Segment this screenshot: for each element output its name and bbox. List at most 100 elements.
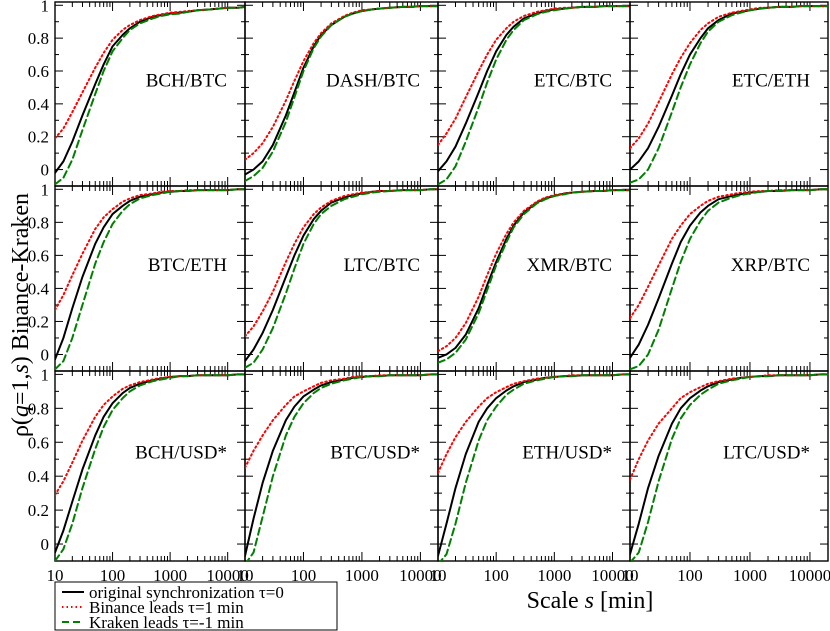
x-tick-label: 10000 [399,566,442,585]
y-tick-label: 0 [41,345,50,364]
panel-ticks [437,2,631,186]
y-tick-label: 1 [41,180,50,199]
y-tick-label: 0.4 [28,279,50,298]
series-kraken [245,5,438,183]
panel-series [438,189,630,364]
panel-ticks [244,371,439,561]
x-tick-label: 10000 [206,566,249,585]
y-tick-label: 0.8 [28,29,49,48]
panel-series [55,188,245,371]
panel-eth-usd: ETH/USD* [437,370,631,562]
panel-btc-eth: BTC/ETH [54,185,246,372]
y-tick-label: 0.6 [28,246,49,265]
x-tick-label: 10 [47,566,64,585]
panel-bch-btc: BCH/BTC [54,1,246,187]
panel-frame [629,185,829,372]
panel-title: ETC/ETH [732,71,810,92]
series-kraken [439,373,630,561]
panel-ticks [54,2,246,186]
series-original [55,373,245,554]
legend-box [54,581,338,631]
y-tick-label: 0.4 [28,467,50,486]
series-kraken [246,373,438,561]
panel-series [438,5,630,186]
series-kraken [55,5,245,186]
panel-title: ETH/USD* [522,442,612,463]
panel-ticks [437,186,631,371]
y-tick-label: 0.6 [28,62,49,81]
panel-title: XMR/BTC [526,255,612,276]
panel-title: BCH/USD* [135,442,227,463]
panel-title: BCH/BTC [146,71,227,92]
y-tick-label: 0.4 [28,95,50,114]
series-binance [55,373,245,496]
panel-series [245,373,438,561]
panel-etc-btc: ETC/BTC [437,1,631,187]
x-tick-label: 10000 [591,566,634,585]
panel-frame [244,370,439,562]
panel-ticks [54,371,246,561]
panel-series [245,5,438,183]
series-binance [438,373,630,474]
y-tick-label: 0.2 [28,128,49,147]
series-kraken [630,373,828,561]
panel-xrp-btc: XRP/BTC [629,185,829,372]
y-tick-label: 0.8 [28,399,49,418]
series-original [245,373,438,557]
series-binance [630,373,828,481]
panel-ticks [244,186,439,371]
x-tick-label: 10 [622,566,639,585]
x-axis-label: Scale s [min] [527,588,654,614]
x-tick-label: 1000 [537,566,571,585]
panel-frame [629,1,829,187]
panel-ticks [629,371,829,561]
panel-series [630,373,828,561]
series-binance [245,373,438,469]
panel-btc-usd: BTC/USD* [244,370,439,562]
panel-series [630,5,828,184]
y-tick-label: 1 [41,365,50,384]
series-kraken [630,188,828,371]
legend: original synchronization τ=0 Binance lea… [54,581,338,631]
series-binance [245,5,438,161]
panel-frame [437,185,631,372]
panel-frame [54,185,246,372]
panel-ticks [437,371,631,561]
panel-series [55,5,245,186]
panel-frame [244,185,439,372]
series-kraken [438,189,630,364]
x-tick-label: 1000 [345,566,379,585]
panel-ltc-btc: LTC/BTC [244,185,439,372]
panel-series [245,188,438,369]
y-tick-label: 0.2 [28,501,49,520]
panel-series [55,373,245,561]
panel-title: BTC/ETH [148,255,227,276]
y-tick-label: 0 [41,535,50,554]
panel-ticks [54,186,246,371]
panel-series [630,188,828,371]
panel-etc-eth: ETC/ETH [629,1,829,187]
panel-series [438,373,630,561]
panel-title: ETC/BTC [534,71,612,92]
panel-title: XRP/BTC [731,255,810,276]
series-binance [245,188,438,338]
series-original [630,373,828,556]
y-tick-label: 0.8 [28,213,49,232]
legend-label-original: original synchronization τ=0 [89,583,284,602]
x-tick-label: 100 [291,566,317,585]
series-original [438,373,630,557]
panel-frame [244,1,439,187]
panel-frame [629,370,829,562]
panel-title: LTC/USD* [723,442,810,463]
y-tick-labels: 0 0 0 0.2 0.2 0.2 0.4 0.4 0.4 0.6 0.6 0.6 0.8 0.8 0.8 1… [28,0,50,554]
panel-ticks [629,2,829,186]
y-tick-label: 0 [41,161,50,180]
series-kraken [438,5,630,186]
panel-title: BTC/USD* [330,442,420,463]
x-tick-label: 10 [430,566,447,585]
series-kraken [245,188,438,369]
y-tick-label: 1 [41,0,50,15]
panel-title: LTC/BTC [344,255,420,276]
